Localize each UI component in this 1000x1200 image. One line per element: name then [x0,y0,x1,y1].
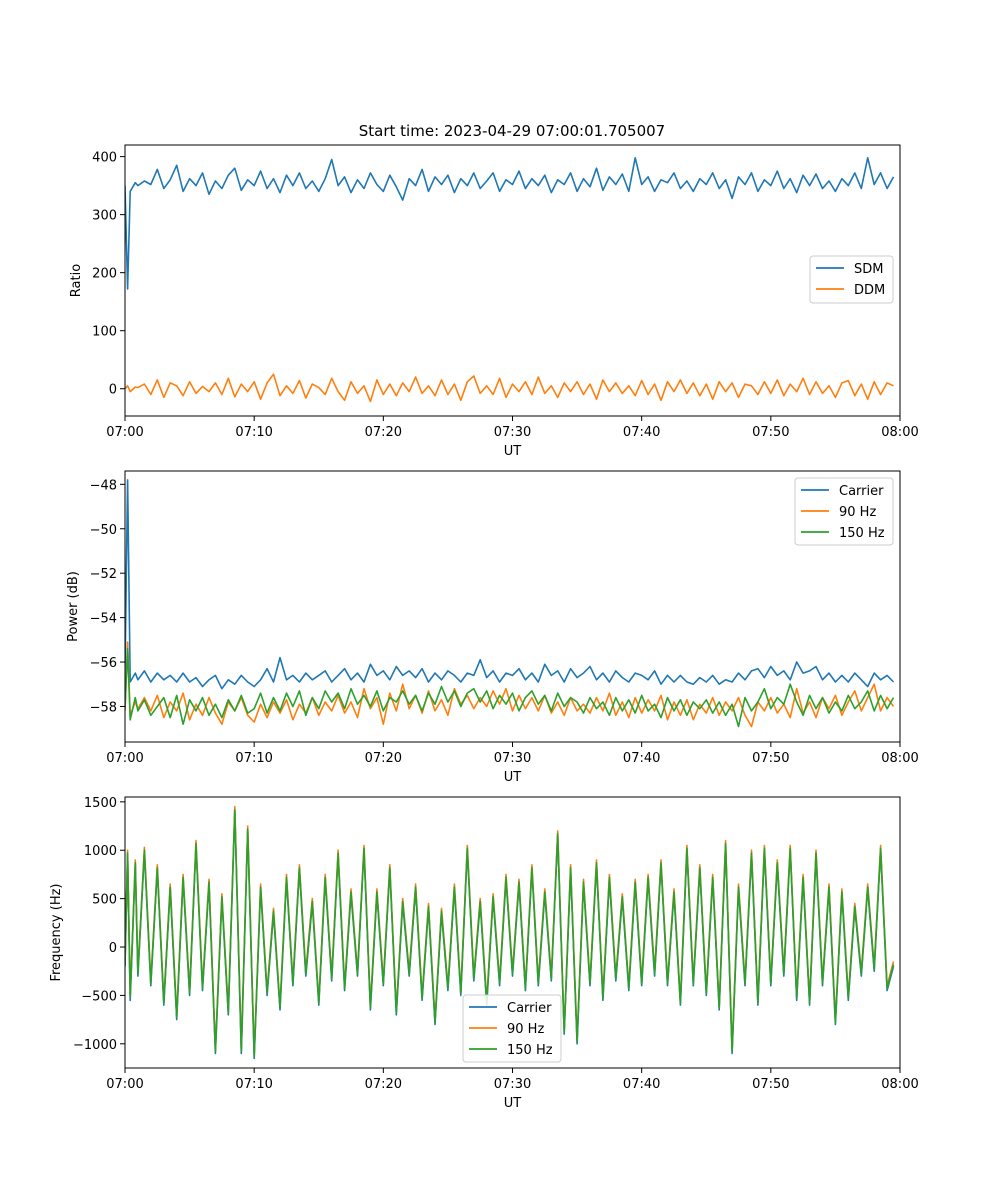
y-tick-label: 200 [92,267,117,282]
x-tick-label: 08:00 [881,425,918,440]
y-tick-label: −56 [90,656,117,671]
x-tick-label: 07:30 [494,751,531,766]
y-axis-label: Frequency (Hz) [49,883,64,981]
x-tick-label: 08:00 [881,1077,918,1092]
legend-label: DDM [854,283,885,298]
x-tick-label: 07:30 [494,1077,531,1092]
x-tick-label: 07:30 [494,425,531,440]
figure-title: Start time: 2023-04-29 07:00:01.705007 [359,122,665,140]
y-tick-label: 1000 [84,844,117,859]
y-tick-label: 400 [92,151,117,166]
series-line-150-hz [125,808,895,1058]
x-axis-label: UT [504,770,522,785]
series-line-ddm [125,373,894,403]
y-tick-label: −48 [90,478,117,493]
series-group [125,479,895,728]
x-tick-label: 07:20 [365,425,402,440]
y-tick-label: −50 [90,523,117,538]
chart-panel-3: 07:00 07:10 07:20 07:30 07:40 07:50 08:00 −1000… [49,796,919,1111]
x-tick-label: 07:10 [235,751,272,766]
y-tick-label: 100 [92,325,117,340]
legend-box [794,477,894,546]
x-tick-label: 07:00 [106,751,143,766]
y-tick-label: −58 [90,700,117,715]
series-line-carrier [125,479,895,690]
x-tick-label: 07:40 [623,751,660,766]
series-group [125,805,895,1060]
chart-panel-2: 07:00 07:10 07:20 07:30 07:40 07:50 08:00 −58 −5… [66,470,919,785]
series-line-sdm [125,157,895,290]
y-axis-label: Ratio [69,264,84,297]
x-tick-label: 07:40 [623,425,660,440]
y-axis-label: Power (dB) [66,571,81,642]
series-group [125,157,895,403]
x-tick-label: 07:00 [106,425,143,440]
x-tick-label: 07:20 [365,751,402,766]
y-tick-label: −500 [81,989,117,1004]
charts-container: 07:00 07:10 07:20 07:30 07:40 07:50 08:00 0 100 2… [49,144,919,1111]
x-tick-label: 07:50 [752,751,789,766]
x-tick-label: 07:50 [752,425,789,440]
legend-label: Carrier [507,1001,552,1016]
legend-label: 90 Hz [507,1022,544,1037]
legend-label: 150 Hz [507,1043,553,1058]
y-tick-label: 500 [92,893,117,908]
x-axis-label: UT [504,444,522,459]
legend-label: SDM [854,262,883,277]
series-line-150-hz [125,647,895,728]
legend: Carrier 90 Hz 150 Hz [794,477,894,546]
x-tick-label: 08:00 [881,751,918,766]
x-tick-label: 07:20 [365,1077,402,1092]
legend-label: 90 Hz [839,505,876,520]
legend: SDM DDM [809,255,894,304]
y-tick-label: 300 [92,209,117,224]
y-tick-label: 1500 [84,796,117,811]
x-tick-label: 07:00 [106,1077,143,1092]
chart-panel-1: 07:00 07:10 07:20 07:30 07:40 07:50 08:00 0 100 2… [69,144,919,459]
y-tick-label: −1000 [73,1038,117,1053]
legend: Carrier 90 Hz 150 Hz [462,994,562,1063]
legend-label: Carrier [839,484,884,499]
x-tick-label: 07:50 [752,1077,789,1092]
y-tick-label: −54 [90,612,117,627]
x-axis-label: UT [504,1096,522,1111]
y-tick-label: 0 [109,383,117,398]
legend-label: 150 Hz [839,526,885,541]
y-tick-label: −52 [90,567,117,582]
legend-box [462,994,562,1063]
y-tick-label: 0 [109,941,117,956]
x-tick-label: 07:40 [623,1077,660,1092]
x-tick-label: 07:10 [235,425,272,440]
x-tick-label: 07:10 [235,1077,272,1092]
